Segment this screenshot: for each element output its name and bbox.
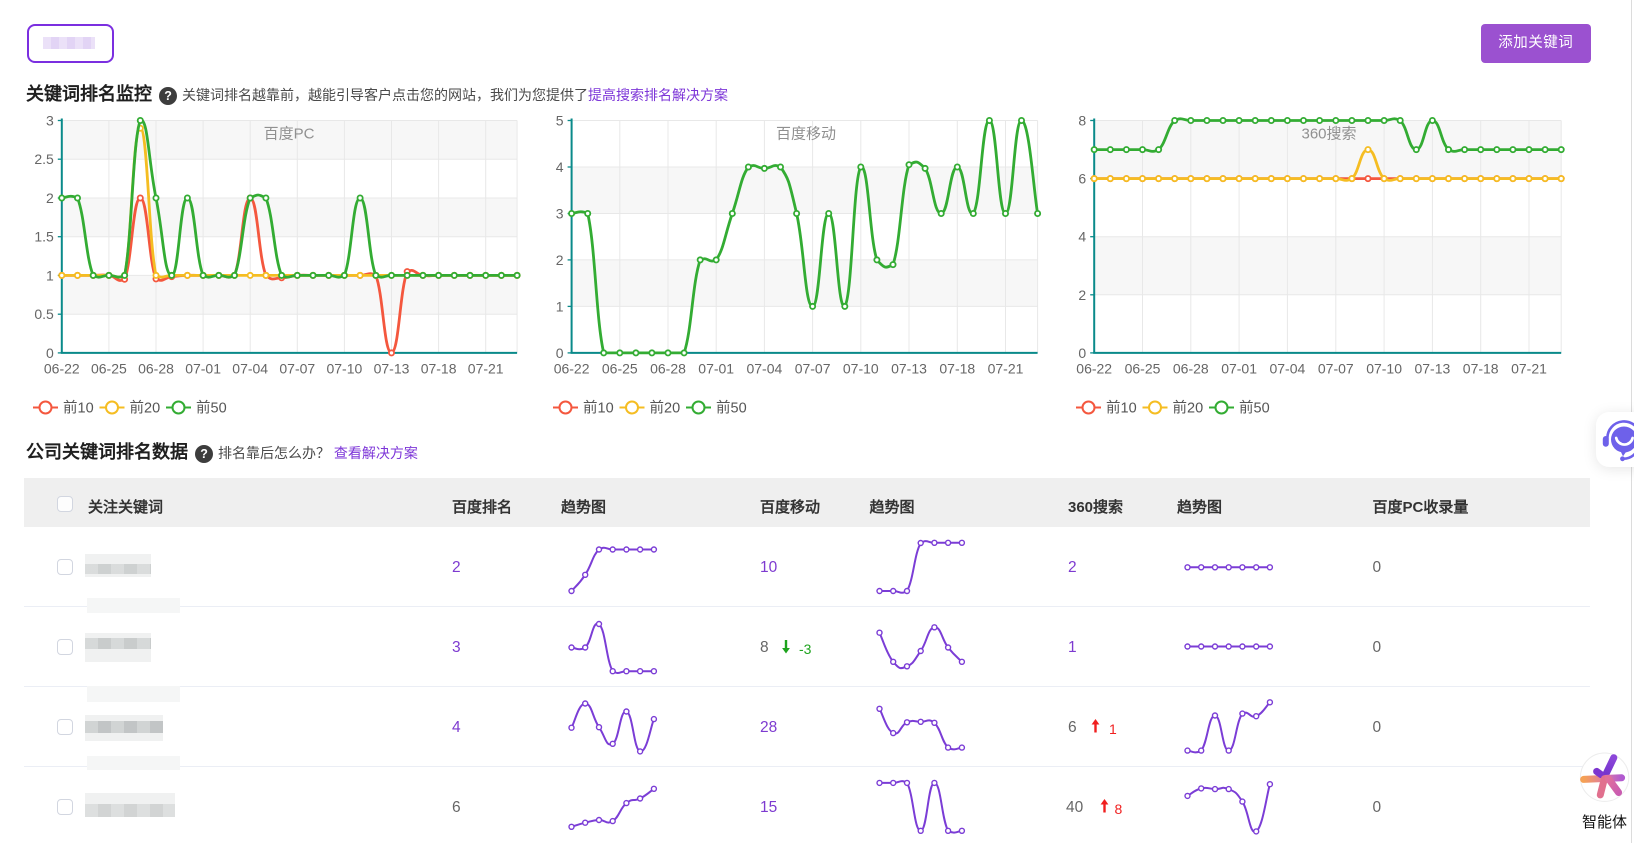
svg-text:2: 2: [46, 190, 54, 206]
svg-text:07-21: 07-21: [1511, 361, 1547, 377]
svg-text:4: 4: [556, 159, 564, 175]
svg-text:07-07: 07-07: [795, 361, 831, 377]
svg-text:07-21: 07-21: [988, 361, 1024, 377]
svg-text:07-21: 07-21: [468, 361, 504, 377]
svg-text:2: 2: [1078, 287, 1086, 303]
svg-text:前20: 前20: [1173, 400, 1204, 417]
svg-text:1.5: 1.5: [34, 229, 54, 245]
svg-text:前10: 前10: [63, 400, 94, 417]
svg-text:0: 0: [46, 345, 54, 361]
svg-text:07-18: 07-18: [1463, 361, 1499, 377]
svg-text:07-13: 07-13: [1414, 361, 1450, 377]
svg-text:07-04: 07-04: [1269, 361, 1305, 377]
svg-text:07-04: 07-04: [232, 361, 268, 377]
svg-text:前20: 前20: [650, 400, 681, 417]
svg-text:06-28: 06-28: [650, 361, 686, 377]
svg-text:2.5: 2.5: [34, 151, 54, 167]
svg-text:6: 6: [1078, 171, 1086, 187]
svg-text:06-22: 06-22: [44, 361, 80, 377]
svg-text:百度移动: 百度移动: [776, 126, 836, 143]
svg-text:06-28: 06-28: [1173, 361, 1209, 377]
svg-text:3: 3: [46, 113, 54, 129]
svg-text:07-10: 07-10: [843, 361, 879, 377]
svg-text:07-01: 07-01: [698, 361, 734, 377]
svg-text:07-10: 07-10: [326, 361, 362, 377]
svg-text:07-01: 07-01: [1221, 361, 1257, 377]
svg-text:07-18: 07-18: [421, 361, 457, 377]
svg-text:百度PC: 百度PC: [264, 126, 315, 143]
svg-text:06-25: 06-25: [602, 361, 638, 377]
svg-text:8: 8: [1078, 113, 1086, 129]
svg-text:前10: 前10: [583, 400, 614, 417]
svg-text:07-13: 07-13: [891, 361, 927, 377]
svg-text:07-04: 07-04: [746, 361, 782, 377]
svg-text:前50: 前50: [716, 400, 747, 417]
svg-text:1: 1: [556, 298, 564, 314]
svg-text:06-28: 06-28: [138, 361, 174, 377]
svg-text:07-10: 07-10: [1366, 361, 1402, 377]
svg-text:07-13: 07-13: [374, 361, 410, 377]
svg-text:1: 1: [46, 267, 54, 283]
svg-text:07-07: 07-07: [279, 361, 315, 377]
svg-text:前50: 前50: [1239, 400, 1270, 417]
svg-text:07-01: 07-01: [185, 361, 221, 377]
svg-text:0: 0: [1078, 345, 1086, 361]
svg-text:06-22: 06-22: [554, 361, 590, 377]
svg-text:0.5: 0.5: [34, 306, 54, 322]
svg-text:4: 4: [1078, 229, 1086, 245]
svg-text:06-25: 06-25: [1125, 361, 1161, 377]
svg-text:07-18: 07-18: [939, 361, 975, 377]
svg-text:360搜索: 360搜索: [1301, 126, 1356, 143]
svg-text:2: 2: [556, 252, 564, 268]
svg-text:前10: 前10: [1106, 400, 1137, 417]
svg-text:07-07: 07-07: [1318, 361, 1354, 377]
svg-text:前50: 前50: [196, 400, 227, 417]
svg-text:前20: 前20: [130, 400, 161, 417]
svg-text:3: 3: [556, 206, 564, 222]
svg-text:5: 5: [556, 113, 564, 129]
svg-text:06-25: 06-25: [91, 361, 127, 377]
svg-text:06-22: 06-22: [1076, 361, 1112, 377]
svg-text:0: 0: [556, 345, 564, 361]
